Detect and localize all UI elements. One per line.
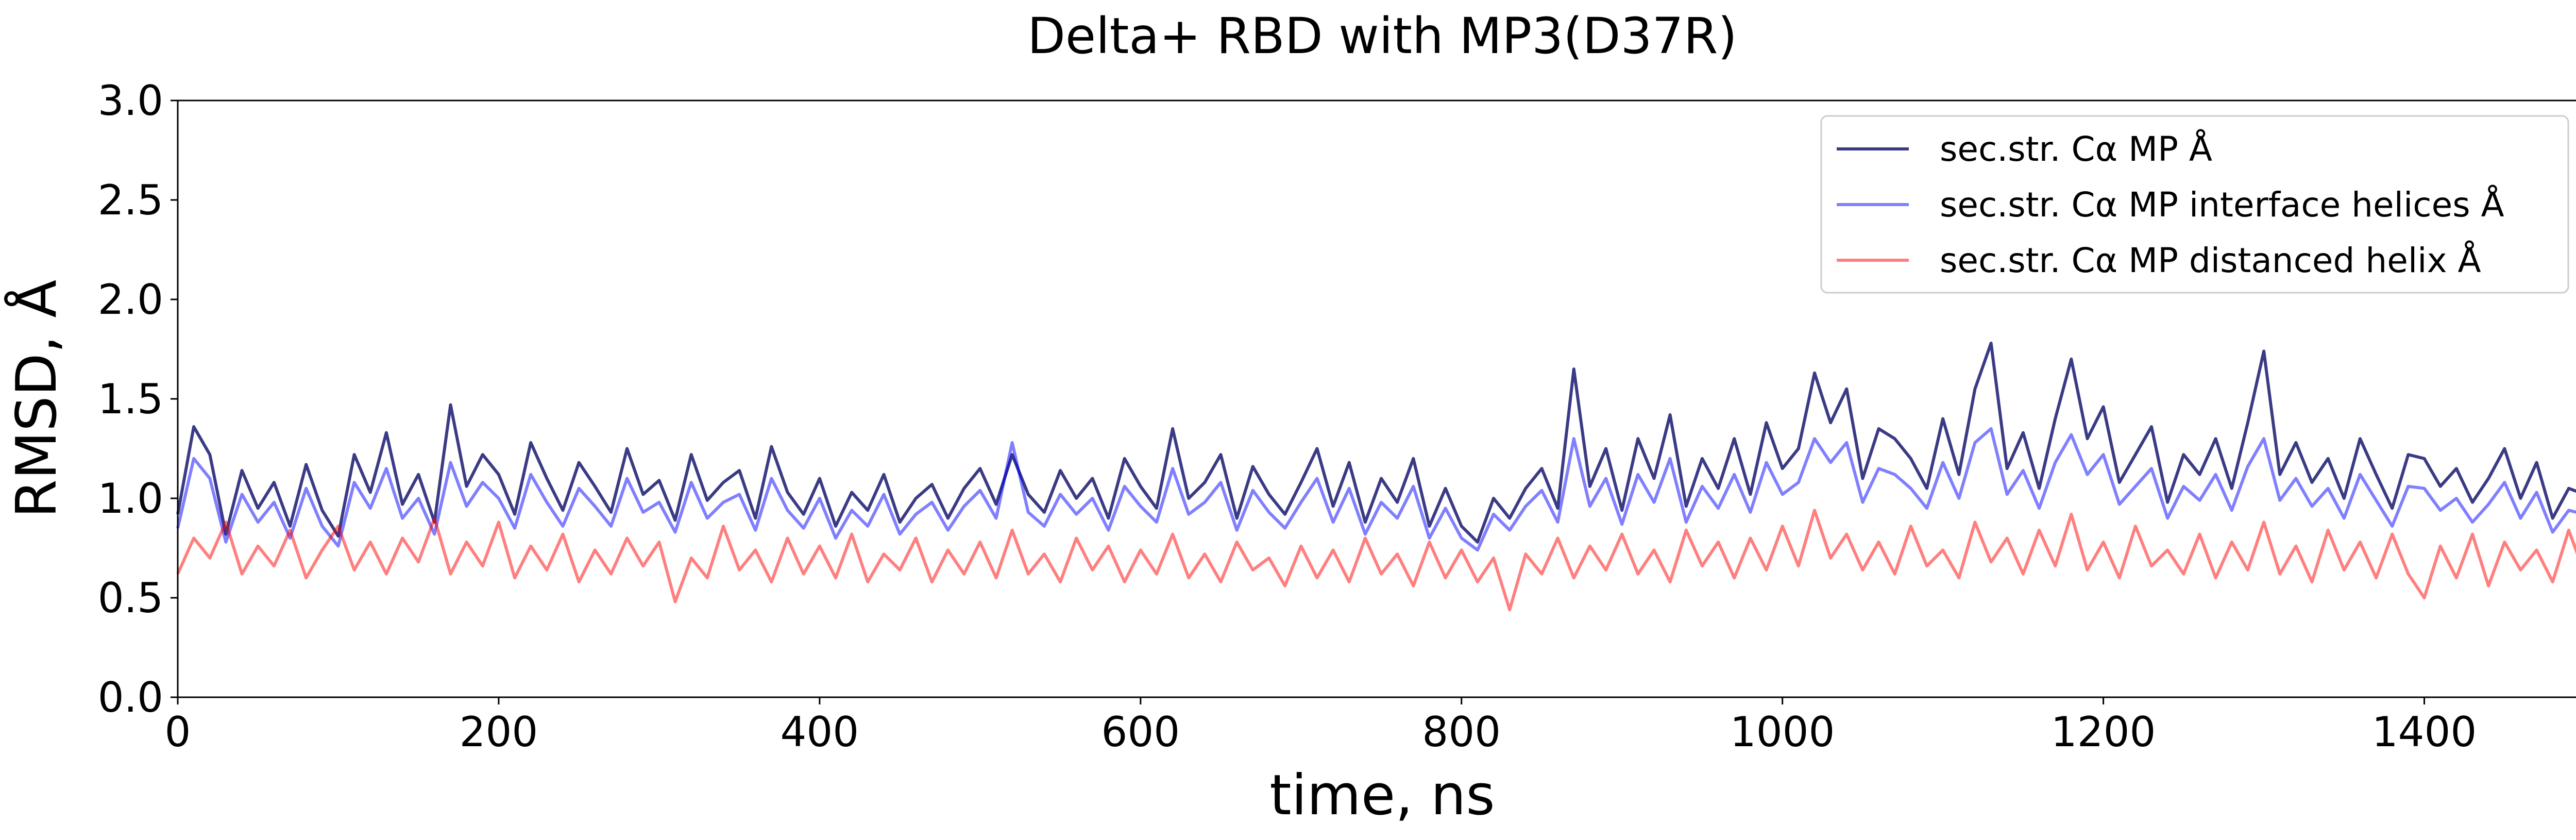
y-tick-label: 1.5 bbox=[98, 375, 163, 423]
plot-lines bbox=[176, 341, 2576, 612]
series-line-0 bbox=[176, 341, 2576, 544]
series-line-2 bbox=[176, 509, 2576, 612]
x-tick-label: 0 bbox=[165, 708, 191, 756]
legend-label-2: sec.str. Cα MP distanced helix Å bbox=[1940, 241, 2481, 280]
x-tick-label: 400 bbox=[781, 708, 859, 756]
legend: sec.str. Cα MP Å sec.str. Cα MP interfac… bbox=[1820, 115, 2569, 294]
y-axis-label: RMSD, Å bbox=[4, 280, 69, 518]
x-tick-label: 1200 bbox=[2051, 708, 2156, 756]
y-axis: 0.0 0.5 1.0 1.5 2.0 2.5 3.0 bbox=[98, 77, 178, 721]
x-tick-label: 600 bbox=[1101, 708, 1180, 756]
y-tick-label: 3.0 bbox=[98, 77, 163, 125]
series-line-1 bbox=[176, 427, 2576, 552]
y-tick-label: 0.5 bbox=[98, 574, 163, 622]
x-axis-label: time, ns bbox=[1269, 763, 1495, 828]
chart-title: Delta+ RBD with MP3(D37R) bbox=[1027, 7, 1737, 65]
legend-label-1: sec.str. Cα MP interface helices Å bbox=[1940, 185, 2504, 225]
x-tick-label: 200 bbox=[460, 708, 538, 756]
legend-label-0: sec.str. Cα MP Å bbox=[1940, 129, 2212, 169]
x-tick-label: 1400 bbox=[2372, 708, 2477, 756]
x-axis: 0 200 400 600 800 1000 1200 1400 bbox=[165, 697, 2477, 756]
x-tick-label: 800 bbox=[1422, 708, 1501, 756]
y-tick-label: 2.0 bbox=[98, 276, 163, 324]
y-tick-label: 1.0 bbox=[98, 475, 163, 523]
y-tick-label: 0.0 bbox=[98, 674, 163, 721]
x-tick-label: 1000 bbox=[1730, 708, 1835, 756]
y-tick-label: 2.5 bbox=[98, 176, 163, 224]
legend-box bbox=[1820, 115, 2569, 294]
